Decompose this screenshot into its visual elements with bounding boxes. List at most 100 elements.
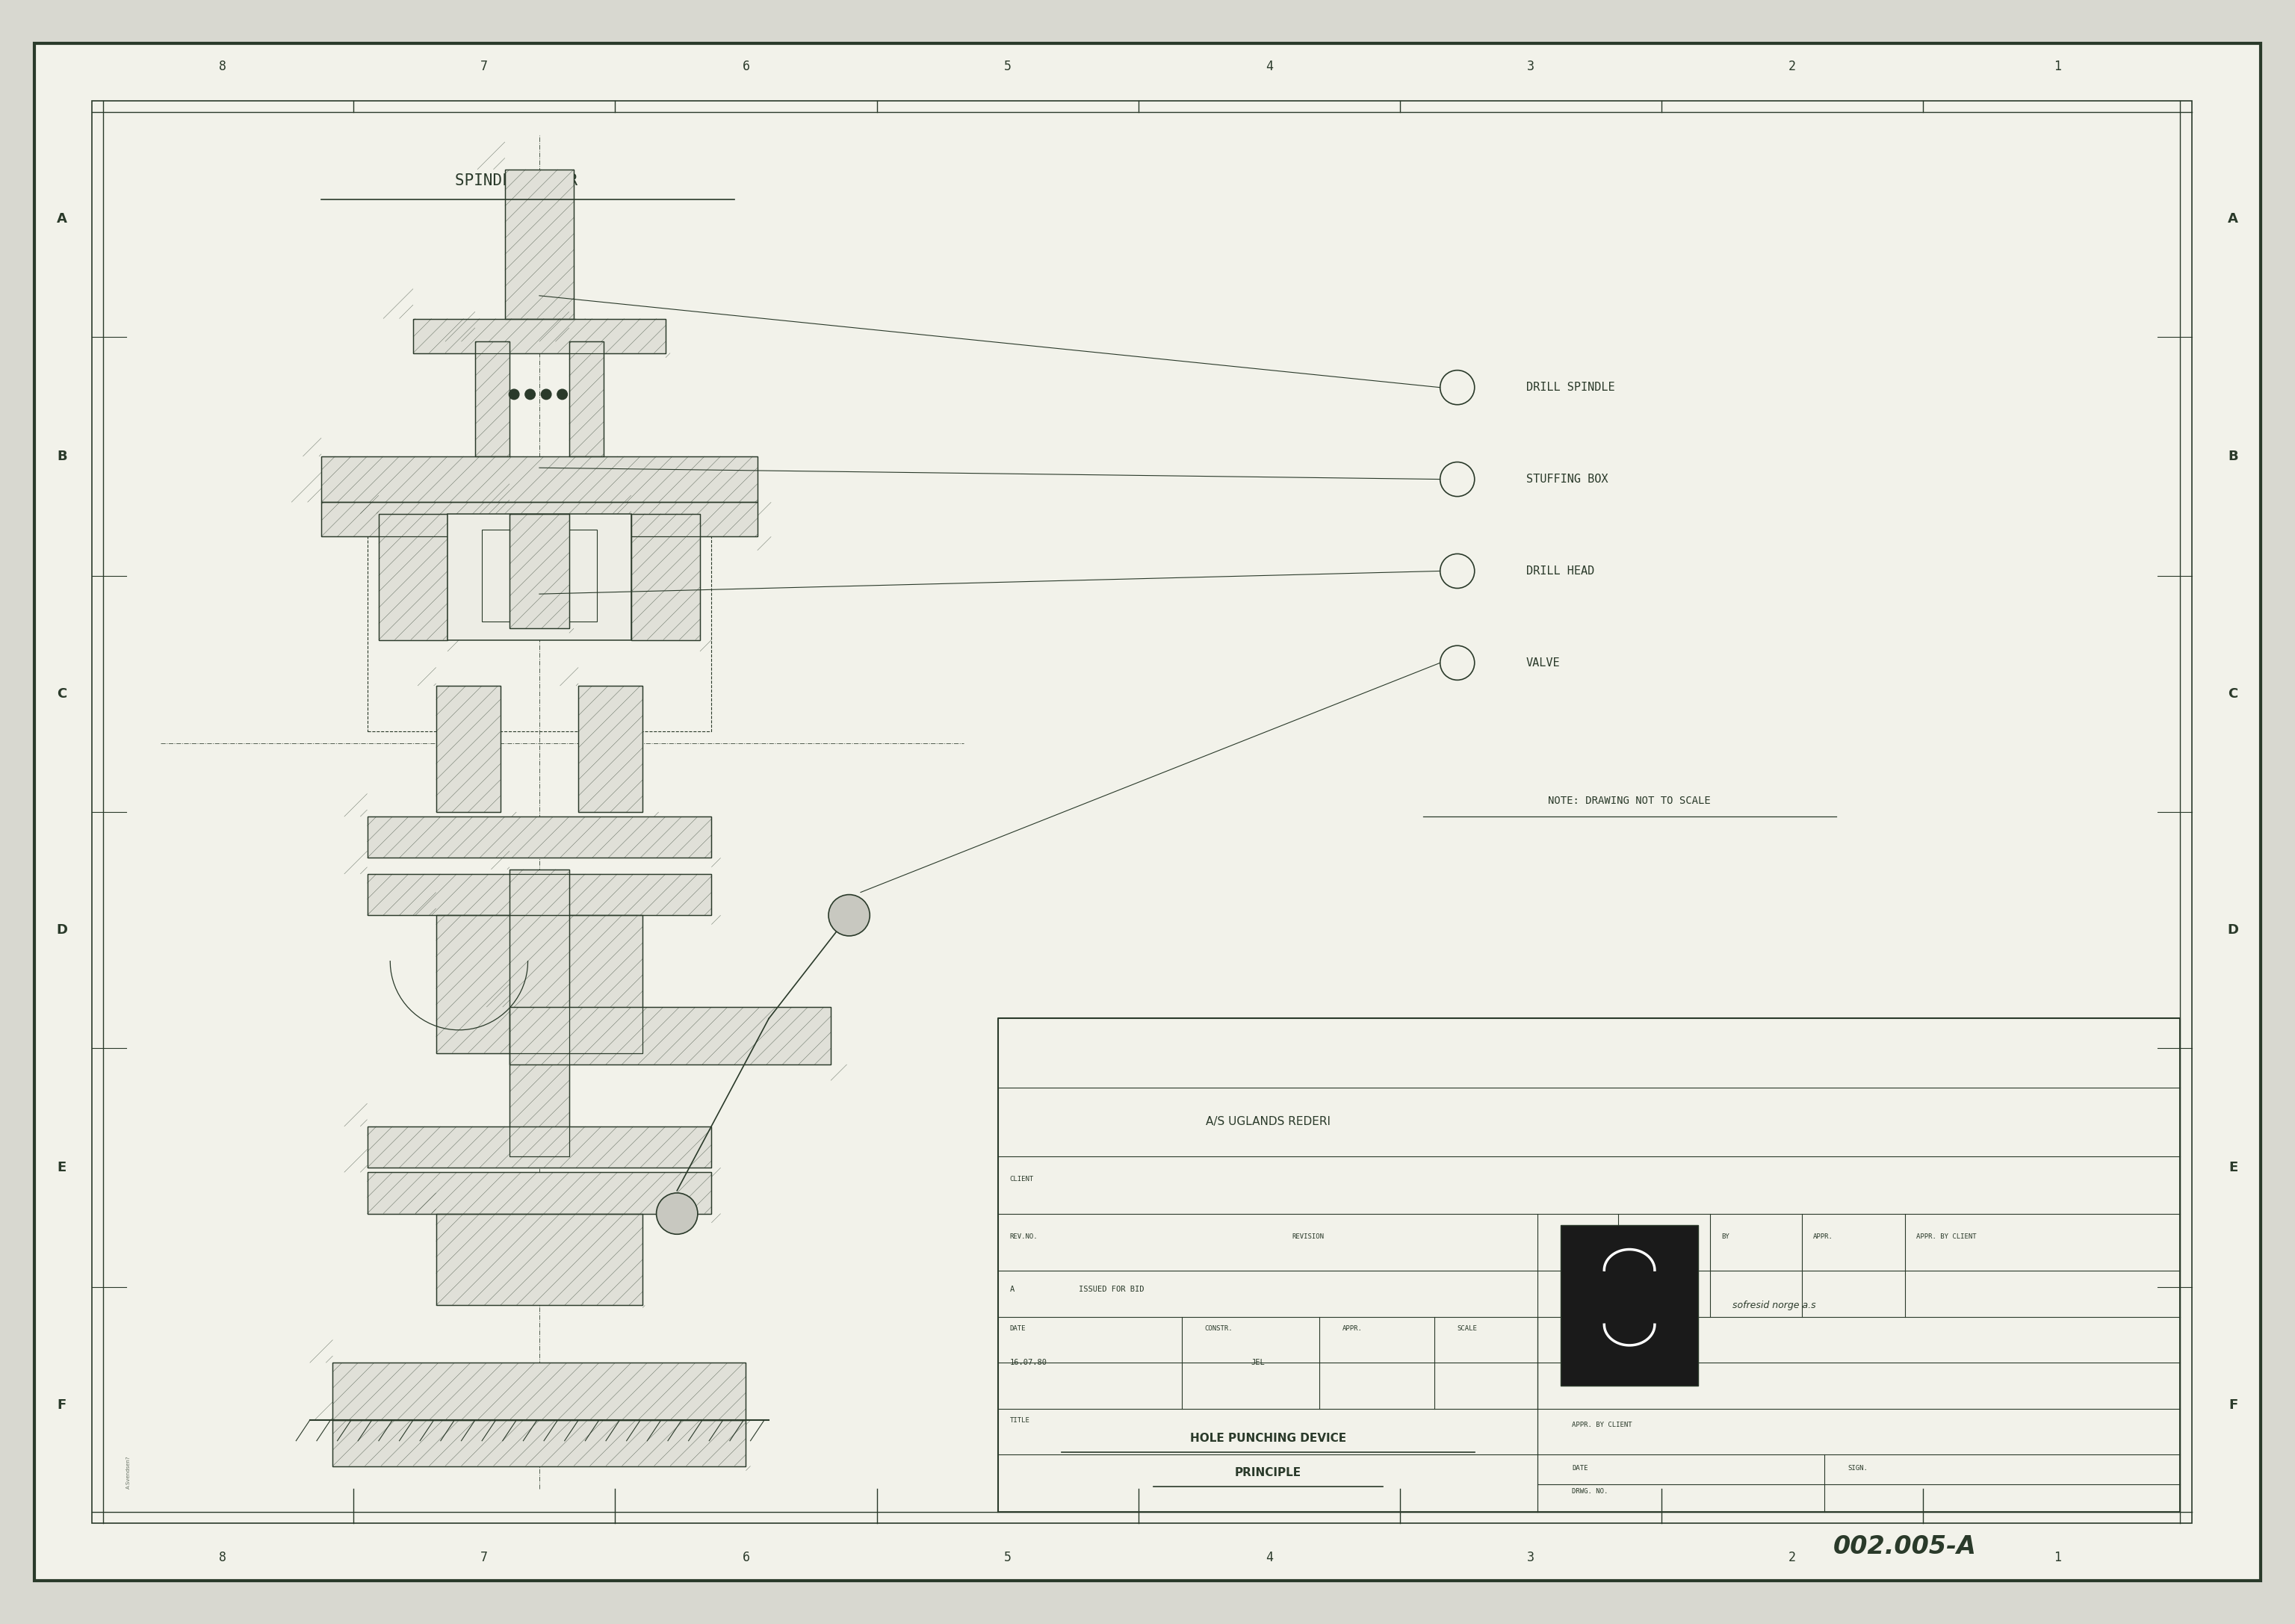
Bar: [569, 341, 604, 456]
Text: REVISION: REVISION: [1292, 1233, 1324, 1239]
Text: DATE: DATE: [1010, 1325, 1026, 1332]
Bar: [509, 513, 569, 628]
Text: 7: 7: [480, 60, 489, 73]
Bar: [321, 502, 757, 536]
Bar: [333, 1363, 746, 1419]
Text: SCALE: SCALE: [1457, 1325, 1478, 1332]
Bar: [436, 685, 500, 812]
Text: TITLE: TITLE: [1010, 1416, 1030, 1424]
Bar: [367, 1173, 711, 1213]
Text: NOTE: DRAWING NOT TO SCALE: NOTE: DRAWING NOT TO SCALE: [1549, 796, 1710, 806]
Bar: [367, 502, 711, 732]
Bar: [436, 916, 643, 1052]
Text: A/S UGLANDS REDERI: A/S UGLANDS REDERI: [1205, 1116, 1331, 1127]
Text: 3: 3: [1526, 60, 1535, 73]
Circle shape: [828, 895, 870, 935]
Text: APPR.: APPR.: [1813, 1233, 1834, 1239]
Text: C: C: [57, 687, 67, 700]
Text: B: B: [2228, 450, 2238, 463]
Bar: [367, 874, 711, 916]
Text: 8: 8: [218, 60, 227, 73]
Text: A.Svendsen?: A.Svendsen?: [126, 1455, 131, 1489]
Text: 6: 6: [741, 60, 750, 73]
Text: F: F: [57, 1398, 67, 1411]
Bar: [321, 456, 757, 502]
Bar: [436, 1213, 643, 1306]
Text: 16.07.80: 16.07.80: [1010, 1359, 1047, 1366]
Bar: [475, 341, 509, 456]
Bar: [367, 1173, 711, 1213]
Bar: [631, 513, 700, 640]
Text: 7: 7: [480, 1551, 489, 1564]
Text: A: A: [2228, 213, 2238, 226]
Bar: [321, 456, 757, 502]
Text: SPINDLE MOTOR: SPINDLE MOTOR: [454, 174, 578, 188]
Bar: [367, 817, 711, 857]
Bar: [482, 529, 597, 622]
Text: B: B: [57, 450, 67, 463]
Text: 8: 8: [218, 1551, 227, 1564]
Bar: [509, 1007, 831, 1064]
Bar: [321, 502, 757, 536]
Circle shape: [656, 1194, 698, 1234]
Text: F: F: [2228, 1398, 2238, 1411]
Text: 002.005-A: 002.005-A: [1834, 1535, 1976, 1559]
Text: sofresid norge a.s: sofresid norge a.s: [1733, 1301, 1815, 1311]
Bar: [333, 1419, 746, 1466]
Text: HOLE PUNCHING DEVICE: HOLE PUNCHING DEVICE: [1189, 1432, 1347, 1444]
Bar: [333, 1363, 746, 1419]
Bar: [509, 1007, 831, 1064]
Bar: [367, 1127, 711, 1168]
Text: DATE: DATE: [1629, 1233, 1646, 1239]
Bar: [436, 1213, 643, 1306]
Text: 16.07.80: 16.07.80: [1561, 1286, 1597, 1293]
Text: 5: 5: [1003, 1551, 1012, 1564]
Text: 4: 4: [1265, 1551, 1274, 1564]
Bar: [505, 169, 574, 318]
Bar: [509, 869, 569, 1156]
Text: STUFFING BOX: STUFFING BOX: [1526, 474, 1609, 486]
Text: REV.NO.: REV.NO.: [1010, 1233, 1037, 1239]
Text: DRILL SPINDLE: DRILL SPINDLE: [1526, 382, 1616, 393]
Bar: [379, 513, 448, 640]
Text: JEL: JEL: [1251, 1359, 1265, 1366]
Bar: [413, 318, 666, 352]
Text: APPR.: APPR.: [1343, 1325, 1363, 1332]
Bar: [448, 513, 631, 640]
Bar: [367, 1127, 711, 1168]
Text: BY: BY: [1721, 1233, 1728, 1239]
Text: D: D: [2228, 924, 2238, 937]
Text: 2: 2: [1788, 1551, 1797, 1564]
Circle shape: [509, 390, 519, 400]
Text: 3: 3: [1526, 1551, 1535, 1564]
Text: DRILL HEAD: DRILL HEAD: [1526, 565, 1595, 577]
Bar: [436, 685, 500, 812]
Text: VALVE: VALVE: [1526, 658, 1561, 669]
Text: ISSUED FOR BID: ISSUED FOR BID: [1079, 1286, 1143, 1293]
Text: 2: 2: [1788, 60, 1797, 73]
Text: 5: 5: [1003, 60, 1012, 73]
Bar: [92, 101, 2192, 1523]
Text: A: A: [1010, 1286, 1014, 1293]
Text: C: C: [2228, 687, 2238, 700]
Bar: [509, 869, 569, 1156]
Text: DRWG. NO.: DRWG. NO.: [1572, 1488, 1609, 1494]
Text: SIGN.: SIGN.: [1847, 1465, 1868, 1471]
Text: 1: 1: [2054, 1551, 2061, 1564]
Bar: [578, 685, 643, 812]
Bar: [509, 513, 569, 628]
Text: 4: 4: [1265, 60, 1274, 73]
Circle shape: [542, 390, 551, 400]
Bar: [578, 685, 643, 812]
Circle shape: [558, 390, 567, 400]
Bar: [333, 1419, 746, 1466]
Text: E: E: [2228, 1161, 2238, 1174]
Text: CONSTR.: CONSTR.: [1205, 1325, 1232, 1332]
Bar: [413, 318, 666, 352]
Bar: [367, 817, 711, 857]
Text: CLIENT: CLIENT: [1010, 1176, 1033, 1182]
Text: ———: ———: [1457, 1359, 1471, 1366]
Bar: [569, 341, 604, 456]
Text: DATE: DATE: [1572, 1465, 1588, 1471]
Text: APPR. BY CLIENT: APPR. BY CLIENT: [1572, 1421, 1632, 1427]
